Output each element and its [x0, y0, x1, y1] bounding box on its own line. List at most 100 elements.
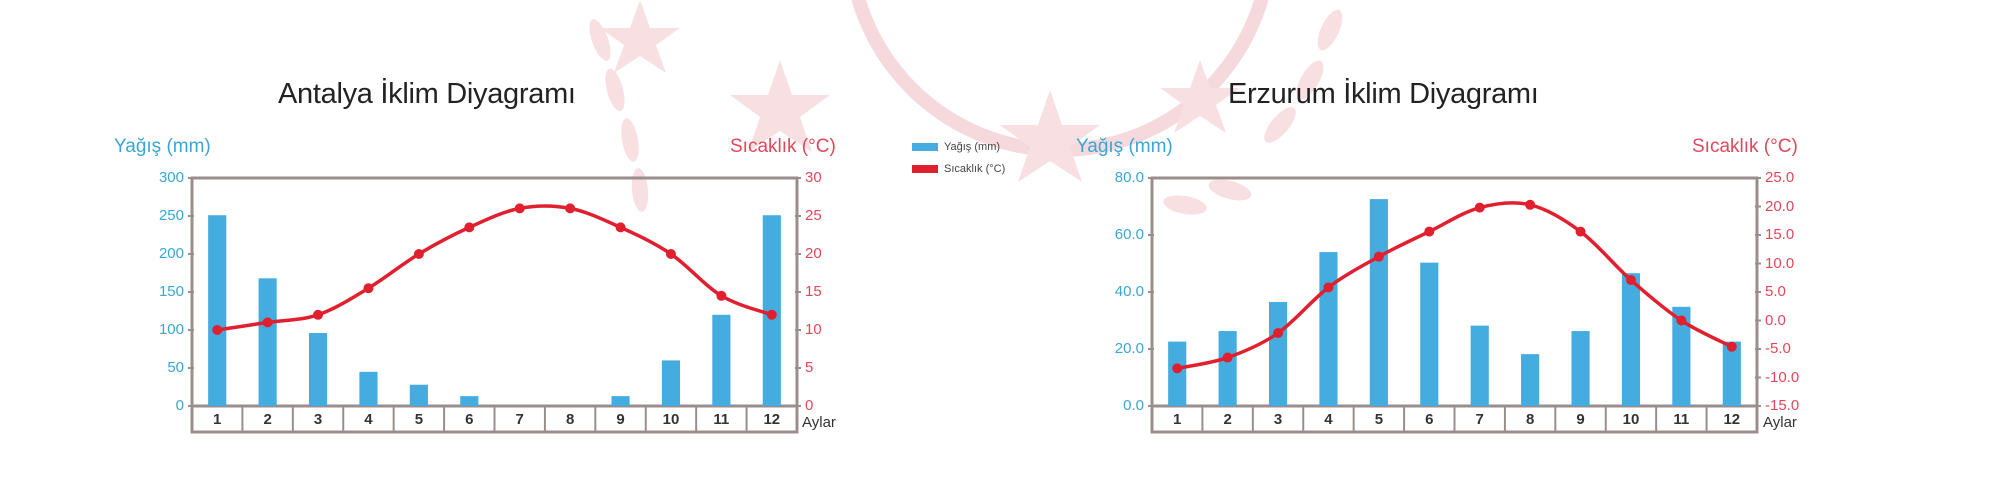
precipitation-bar: [611, 396, 630, 406]
precipitation-bar: [1470, 325, 1489, 406]
temperature-line: [1176, 201, 1733, 371]
left-tick-label: 100: [158, 321, 184, 338]
plot-area: [188, 176, 801, 434]
right-tick-label: 15.0: [1765, 226, 1795, 243]
temperature-point: [1625, 275, 1636, 286]
month-label: 1: [213, 411, 222, 428]
month-label: 5: [1374, 411, 1384, 428]
precipitation-bar: [712, 314, 731, 406]
axis-frame: [1150, 176, 1759, 434]
month-label: 2: [1223, 411, 1232, 428]
temperature-point: [1273, 328, 1284, 339]
precipitation-bar: [258, 278, 277, 406]
temperature-point: [665, 249, 676, 259]
temperature-point: [615, 222, 626, 233]
temperature-point: [1474, 202, 1485, 213]
antalya-climate-chart: Antalya İklim Diyagramı Yağış (mm) Sıcak…: [114, 78, 836, 434]
left-tick-label: 0: [175, 397, 184, 414]
legend-label: Yağış (mm): [944, 141, 1001, 153]
right-tick-label: 15: [805, 283, 822, 300]
month-label: 12: [763, 411, 781, 428]
month-label: 7: [1475, 411, 1484, 428]
right-axis-title: Sıcaklık (°C): [730, 136, 836, 157]
precipitation-bar: [1621, 273, 1641, 406]
right-tick-label: -5.0: [1765, 340, 1791, 357]
temperature-point: [363, 283, 374, 294]
temperature-point: [1424, 226, 1435, 237]
left-tick-label: 150: [158, 283, 184, 300]
x-axis-label: Aylar: [802, 414, 836, 431]
month-label: 3: [313, 411, 323, 428]
temperature-swatch-icon: [912, 165, 938, 173]
left-tick-label: 40.0: [1114, 283, 1144, 300]
left-tick-label: 50: [167, 359, 184, 376]
temperature-point: [212, 325, 223, 335]
temperature-point: [1525, 199, 1536, 210]
left-tick-label: 20.0: [1114, 340, 1144, 357]
month-label: 11: [1673, 411, 1690, 428]
temperature-point: [1323, 282, 1334, 293]
right-tick-label: 20: [805, 245, 822, 262]
month-label: 3: [1273, 411, 1283, 428]
right-tick-label: 0.0: [1765, 311, 1786, 329]
temperature-point: [1575, 226, 1586, 237]
temperature-point: [1726, 341, 1737, 352]
temperature-point: [413, 249, 424, 259]
legend-item-temperature: Sıcaklık (°C): [912, 158, 1005, 180]
left-tick-label: 250: [158, 207, 184, 224]
right-tick-label: 10.0: [1765, 254, 1795, 272]
left-tick-label: 200: [158, 245, 184, 262]
precipitation-bar: [1319, 252, 1338, 406]
right-tick-label: 5: [805, 359, 814, 376]
right-tick-label: 0: [805, 397, 814, 414]
temperature-point: [262, 317, 273, 328]
right-axis-title: Sıcaklık (°C): [1692, 136, 1798, 157]
month-label: 4: [364, 411, 373, 428]
chart-title: Antalya İklim Diyagramı: [278, 78, 576, 110]
right-tick-label: 25: [805, 207, 822, 224]
month-label: 8: [1525, 411, 1535, 428]
left-tick-label: 0.0: [1123, 397, 1144, 414]
precipitation-bar: [208, 215, 227, 406]
right-tick-label: 30: [805, 169, 822, 186]
x-axis-label: Aylar: [1763, 414, 1797, 431]
left-tick-label: 300: [158, 169, 184, 186]
precipitation-bar: [1521, 354, 1540, 406]
temperature-point: [766, 309, 777, 320]
month-label: 8: [565, 411, 575, 428]
month-label: 12: [1723, 411, 1741, 428]
precipitation-bar: [1571, 331, 1590, 406]
left-tick-label: 60.0: [1114, 226, 1144, 243]
temperature-point: [1676, 315, 1687, 326]
legend-item-precipitation: Yağış (mm): [912, 136, 1005, 158]
month-label: 9: [1576, 411, 1585, 428]
right-tick-label: 25.0: [1765, 169, 1795, 186]
month-label: 6: [465, 411, 474, 428]
month-label: 10: [1622, 411, 1640, 428]
month-label: 5: [414, 411, 424, 428]
precipitation-bar: [1168, 341, 1187, 406]
precipitation-bar: [359, 371, 378, 406]
left-axis-title: Yağış (mm): [1076, 136, 1173, 157]
precipitation-bar: [1268, 301, 1288, 406]
month-label: 6: [1425, 411, 1434, 428]
month-label: 7: [515, 411, 524, 428]
precipitation-bar: [409, 384, 428, 406]
chart-title: Erzurum İklim Diyagramı: [1228, 78, 1539, 110]
precipitation-bar: [661, 360, 681, 406]
precipitation-bar: [1369, 199, 1388, 406]
precipitation-bar: [1672, 306, 1691, 406]
precipitation-bar: [1722, 341, 1741, 406]
precipitation-bar: [1218, 331, 1237, 406]
temperature-point: [1222, 352, 1233, 363]
right-tick-label: -15.0: [1765, 397, 1800, 414]
legend-label: Sıcaklık (°C): [944, 163, 1006, 175]
month-label: 11: [713, 411, 730, 428]
month-label: 2: [263, 411, 272, 428]
temperature-point: [1172, 363, 1183, 374]
temperature-point: [464, 222, 475, 233]
right-tick-label: 5.0: [1765, 283, 1786, 300]
month-label: 9: [616, 411, 625, 428]
